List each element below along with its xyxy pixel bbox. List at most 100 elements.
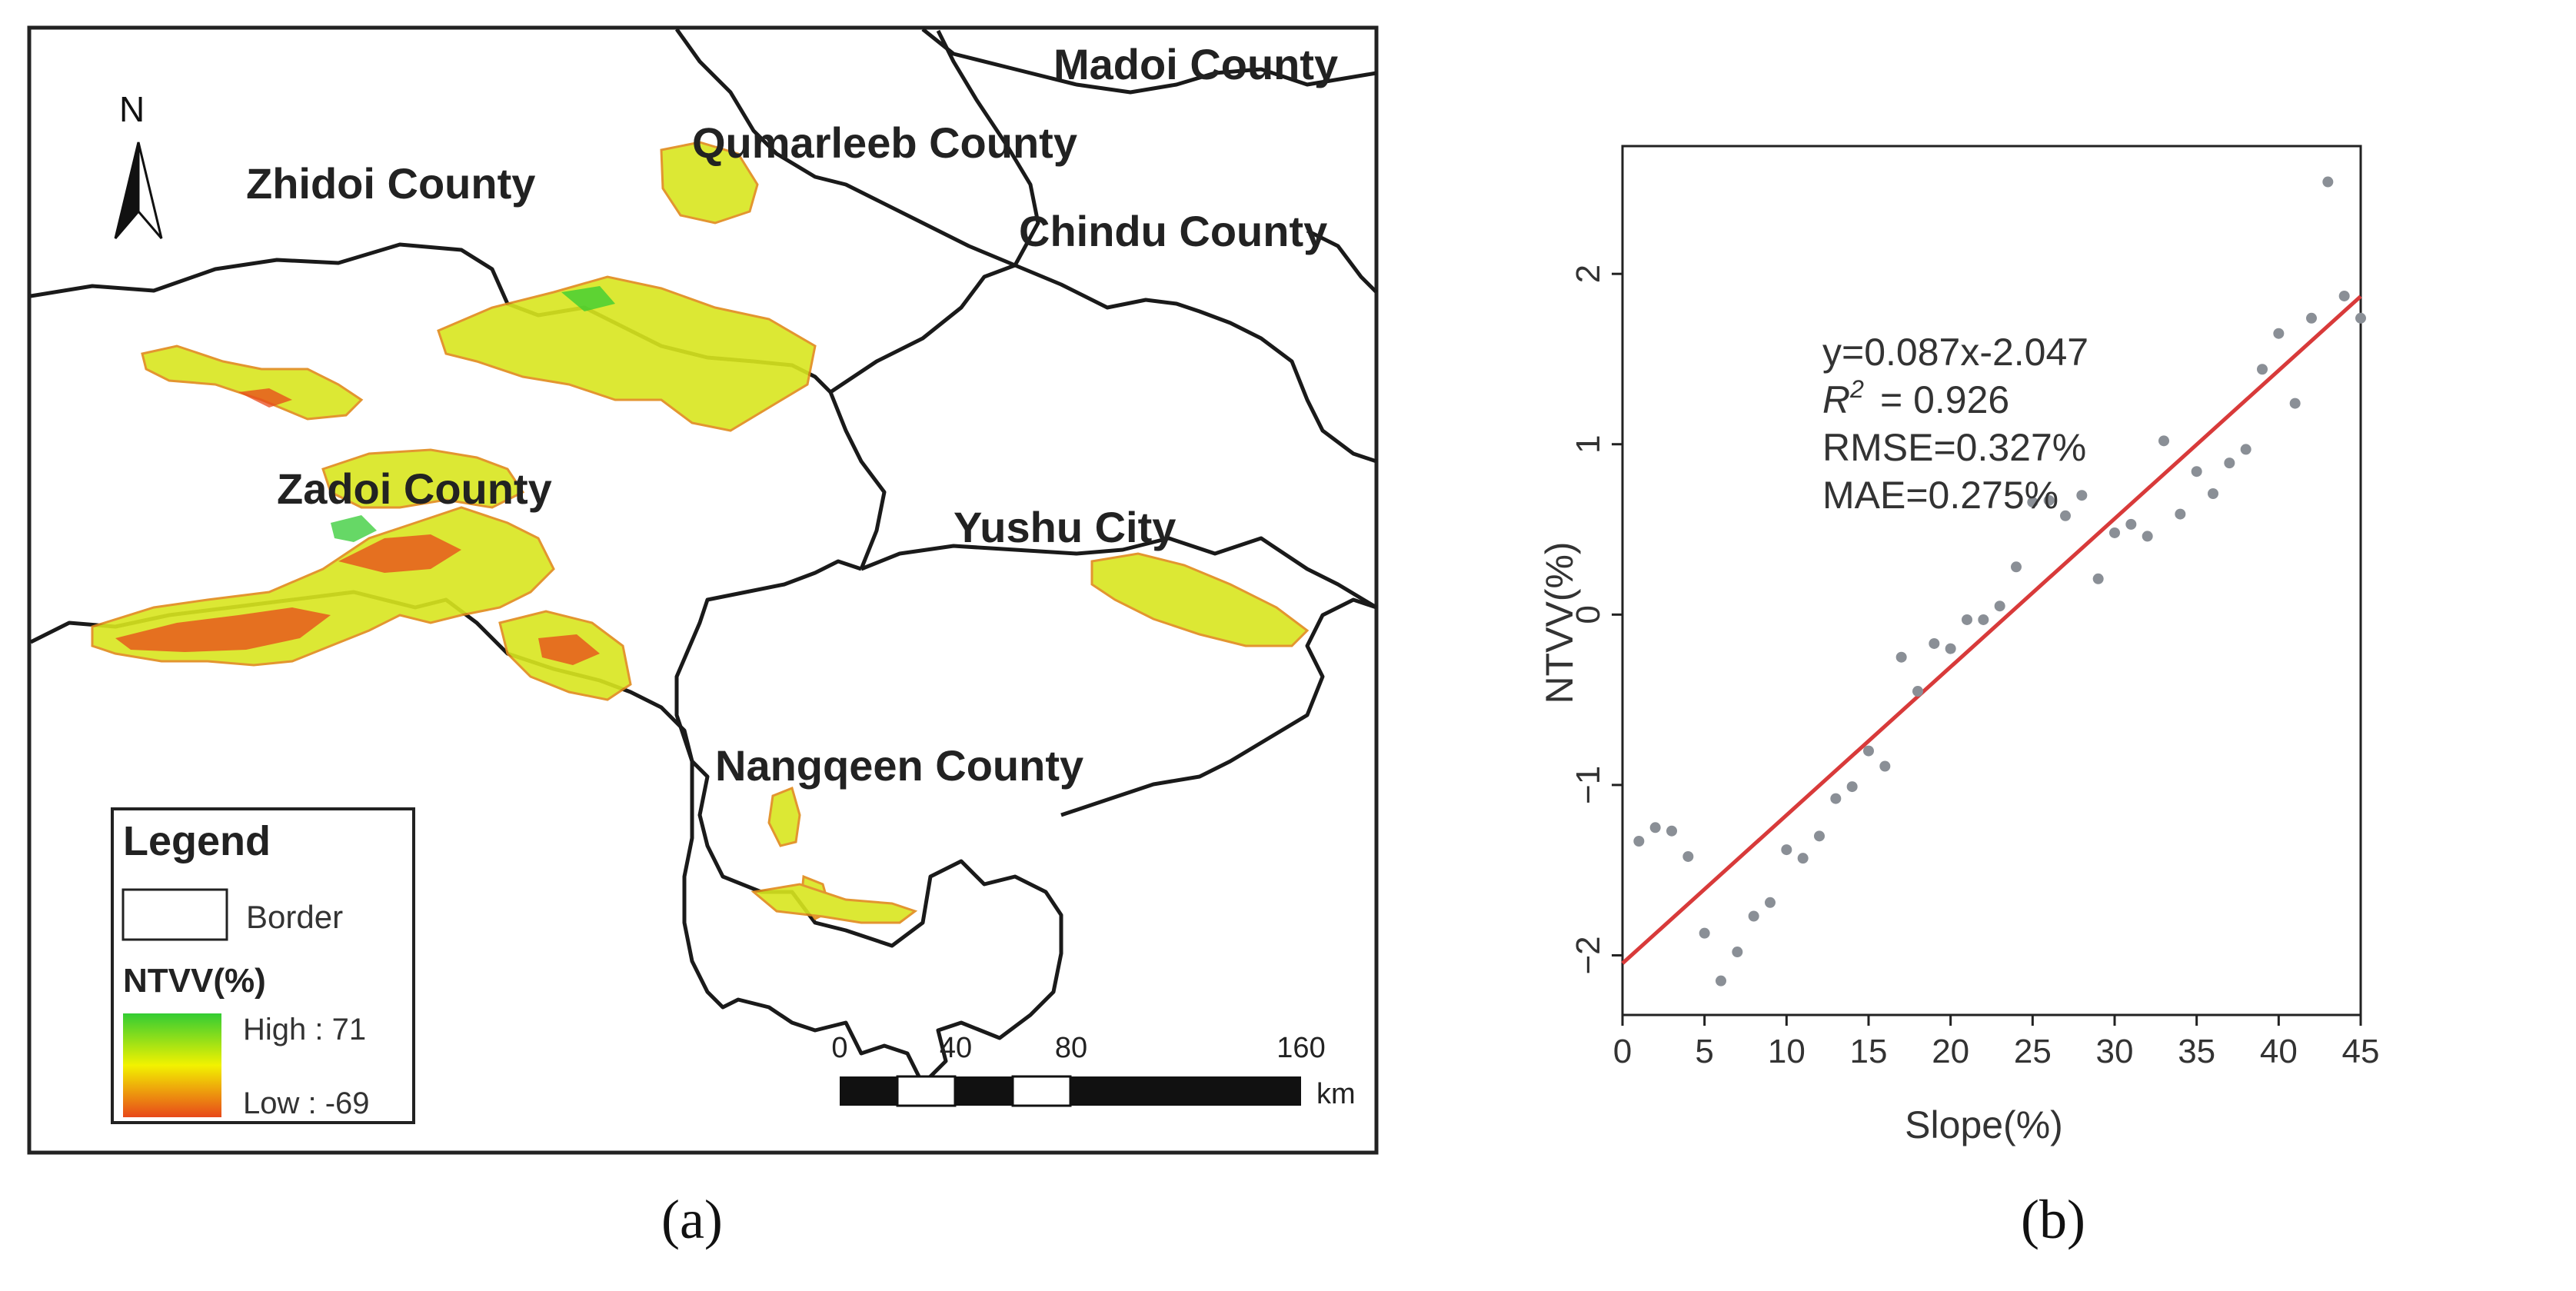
scale-bar: 0 40 80 160 km	[831, 1032, 1355, 1110]
north-label: N	[119, 89, 145, 129]
data-point	[1929, 637, 1940, 649]
panel-label-b: (b)	[2021, 1189, 2085, 1250]
data-point	[2208, 488, 2218, 499]
data-point	[2125, 518, 2137, 530]
annotation-rmse: RMSE=0.327%	[1822, 426, 2086, 469]
label-nangqeen-county: Nangqeen County	[715, 741, 1083, 790]
data-point	[1846, 781, 1858, 793]
data-point	[1814, 830, 1825, 842]
data-point	[2027, 497, 2039, 508]
data-point	[2306, 312, 2317, 324]
scale-tick-40: 40	[940, 1032, 972, 1064]
y-tick-label: 2	[1569, 265, 1607, 283]
data-point	[2011, 561, 2022, 573]
patch-zhidoi-west	[141, 344, 364, 421]
legend-high-label: High : 71	[243, 1013, 366, 1046]
label-qumarleeb-county: Qumarleeb County	[692, 118, 1077, 167]
y-tick-label: 1	[1569, 435, 1607, 454]
y-axis-label: NTVV(%)	[1538, 541, 1581, 704]
data-point	[2273, 328, 2285, 339]
data-point	[1962, 614, 1972, 625]
data-point	[1699, 927, 1710, 939]
data-point	[1994, 601, 2005, 612]
fit-annotation: y=0.087x-2.047 R2 = 0.926 RMSE=0.327% MA…	[1822, 331, 2088, 517]
scale-tick-0: 0	[831, 1032, 847, 1064]
x-axis-label: Slope(%)	[1905, 1103, 2063, 1146]
data-point	[1945, 643, 1956, 654]
data-point	[2355, 312, 2366, 324]
x-tick-label: 35	[2178, 1033, 2215, 1070]
legend-gradient	[123, 1013, 221, 1117]
data-point	[1978, 614, 1989, 625]
annotation-mae: MAE=0.275%	[1822, 474, 2058, 517]
patch-central-north	[437, 275, 817, 432]
data-point	[1879, 760, 1891, 772]
data-point	[1912, 686, 1923, 697]
x-tick-label: 10	[1768, 1033, 1806, 1070]
data-point	[1633, 836, 1645, 847]
x-tick-label: 0	[1613, 1033, 1632, 1070]
data-point	[2043, 494, 2055, 506]
patch-yushu	[1090, 552, 1310, 647]
patch-qumarleeb	[660, 141, 759, 225]
data-point	[1716, 975, 1726, 987]
patch-nangqeen-a	[767, 786, 801, 847]
data-point	[2142, 531, 2153, 542]
scale-unit: km	[1316, 1078, 1356, 1110]
legend-variable: NTVV(%)	[123, 962, 266, 1000]
data-point	[1797, 853, 1809, 864]
panel-label-a: (a)	[661, 1189, 723, 1250]
data-point	[2109, 527, 2120, 538]
data-point	[1765, 897, 1776, 908]
data-point	[1666, 825, 1677, 837]
y-tick-label: −2	[1569, 936, 1607, 974]
y-tick-label: −1	[1569, 766, 1607, 804]
data-point	[1748, 910, 1759, 922]
data-point	[1781, 844, 1792, 856]
north-arrow-icon: N	[114, 89, 163, 239]
annotation-r2: = 0.926	[1880, 378, 2009, 421]
data-point	[2338, 290, 2350, 301]
x-tick-label: 25	[2014, 1033, 2052, 1070]
label-chindu-county: Chindu County	[1019, 207, 1327, 255]
data-point	[2158, 435, 2169, 447]
patch-zadoi-north	[321, 448, 525, 509]
plot-frame	[1621, 145, 2362, 1016]
data-point	[1649, 822, 1661, 833]
fit-line	[1621, 294, 2362, 965]
x-tick-label: 15	[1850, 1033, 1888, 1070]
patch-nangqeen-c	[751, 883, 918, 924]
data-point	[1863, 745, 1874, 757]
ntvv-patch-accents	[115, 286, 615, 665]
x-tick-label: 5	[1695, 1033, 1713, 1070]
map-legend: Legend Border NTVV(%) High : 71 Low : -6…	[111, 807, 415, 1124]
x-tick-label: 30	[2096, 1033, 2134, 1070]
data-point	[1682, 850, 1694, 862]
data-point	[1732, 947, 1743, 958]
annotation-equation: y=0.087x-2.047	[1822, 331, 2088, 374]
label-zadoi-county: Zadoi County	[277, 464, 552, 513]
legend-border-swatch	[121, 888, 228, 941]
scatter-chart: 0 5 10 15 20 25 30 35 40 45 −2 −1 0 1 2 NTVV(%) Slope(…	[1538, 145, 2379, 1146]
label-yushu-city: Yushu City	[954, 503, 1176, 551]
scale-tick-80: 80	[1055, 1032, 1087, 1064]
x-tick-label: 20	[1932, 1033, 1969, 1070]
x-tick-label: 40	[2260, 1033, 2298, 1070]
data-point	[1830, 793, 1842, 804]
data-point	[2076, 490, 2088, 501]
scale-tick-160: 160	[1276, 1032, 1325, 1064]
data-point	[2191, 466, 2202, 477]
label-zhidoi-county: Zhidoi County	[246, 159, 535, 208]
data-point	[2240, 444, 2252, 455]
legend-title: Legend	[123, 818, 271, 864]
data-point	[2224, 458, 2235, 469]
data-point	[2060, 510, 2071, 521]
data-point	[2257, 364, 2268, 375]
data-point	[2322, 176, 2334, 188]
data-point	[1895, 651, 1907, 663]
data-point	[2175, 508, 2186, 520]
legend-border-label: Border	[246, 899, 343, 935]
y-tick-label: 0	[1569, 605, 1607, 624]
data-point	[2092, 573, 2104, 584]
